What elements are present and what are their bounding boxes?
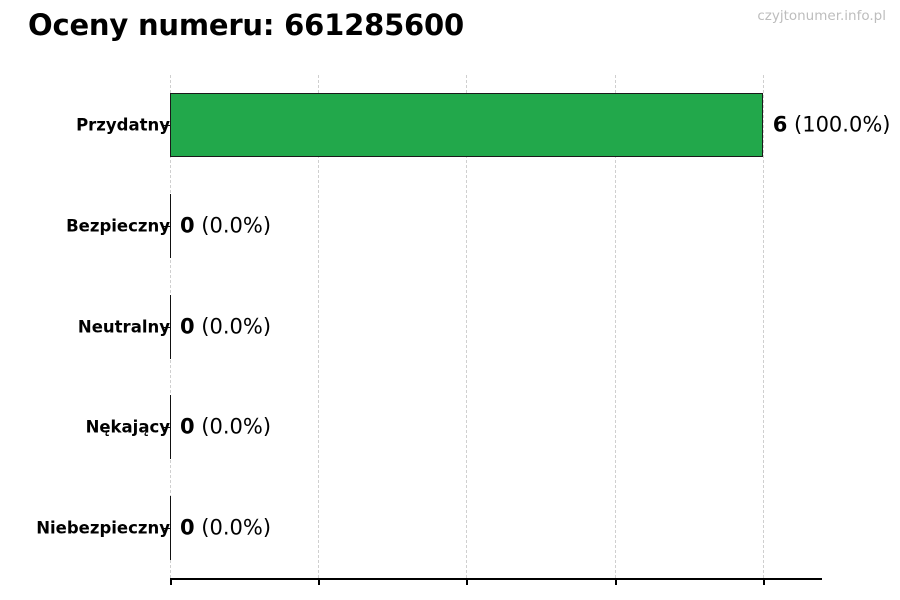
bar-value-percent: (0.0%)	[194, 213, 272, 238]
y-axis-category-przydatny: Przydatny	[76, 115, 170, 135]
bar-value-percent: (0.0%)	[194, 314, 272, 338]
bar-value-count: 0	[180, 213, 195, 238]
y-axis-category-neutralny: Neutralny	[77, 317, 170, 336]
bar-value-count: 0	[180, 414, 195, 439]
bar-value-count: 0	[180, 314, 195, 338]
x-gridline	[318, 75, 320, 578]
x-axis-line	[170, 578, 822, 580]
y-axis-tick	[162, 427, 170, 429]
bar-value-percent: (0.0%)	[194, 414, 272, 439]
x-axis-tick	[318, 578, 321, 585]
bar-nękający[interactable]	[170, 395, 171, 460]
x-axis-tick	[762, 578, 765, 585]
y-axis-category-niebezpieczny: Niebezpieczny	[36, 518, 170, 538]
bar-value-count: 6	[772, 112, 788, 137]
x-axis-tick	[170, 578, 172, 585]
bar-value-label: 0 (0.0%)	[180, 414, 272, 439]
y-axis-tick	[162, 225, 170, 227]
bar-value-label: 6 (100.0%)	[772, 112, 891, 137]
y-axis-tick	[162, 326, 170, 328]
bar-value-percent: (100.0%)	[787, 112, 891, 137]
bar-przydatny[interactable]	[170, 93, 763, 158]
x-gridline	[762, 75, 764, 578]
x-gridline	[466, 75, 468, 578]
watermark-label: czyjtonumer.info.pl	[757, 8, 886, 24]
bar-value-percent: (0.0%)	[194, 515, 272, 540]
bar-value-label: 0 (0.0%)	[180, 517, 271, 538]
bar-neutralny[interactable]	[170, 294, 171, 359]
x-axis-tick	[614, 578, 617, 585]
bar-bezpieczny[interactable]	[170, 193, 171, 258]
page-title: Oceny numeru: 661285600	[28, 8, 464, 42]
bar-niebezpieczny[interactable]	[170, 495, 171, 560]
bar-row[interactable]: 6 (100.0%)	[170, 93, 890, 158]
bar-row[interactable]: 0 (0.0%)	[170, 193, 822, 258]
x-axis-tick	[466, 578, 469, 585]
bar-value-label: 0 (0.0%)	[180, 316, 271, 337]
bar-value-count: 0	[180, 515, 195, 540]
y-axis-labels: Przydatny Bezpieczny Neutralny Nękający Nieb…	[0, 0, 170, 600]
bar-row[interactable]: 0 (0.0%)	[170, 395, 822, 460]
y-axis-tick	[162, 125, 170, 127]
y-axis-tick	[162, 527, 170, 529]
y-axis-category-nękający: Nękający	[85, 417, 170, 437]
bar-value-label: 0 (0.0%)	[180, 215, 271, 236]
bar-row[interactable]: 0 (0.0%)	[170, 294, 822, 359]
y-axis-category-bezpieczny: Bezpieczny	[66, 216, 170, 236]
x-gridline	[614, 75, 616, 578]
plot-area: 6 (100.0%) 0 (0.0%) 0 (0.0%) 0 (0.0%) 0 (0.0…	[170, 75, 890, 578]
bar-row[interactable]: 0 (0.0%)	[170, 495, 822, 560]
